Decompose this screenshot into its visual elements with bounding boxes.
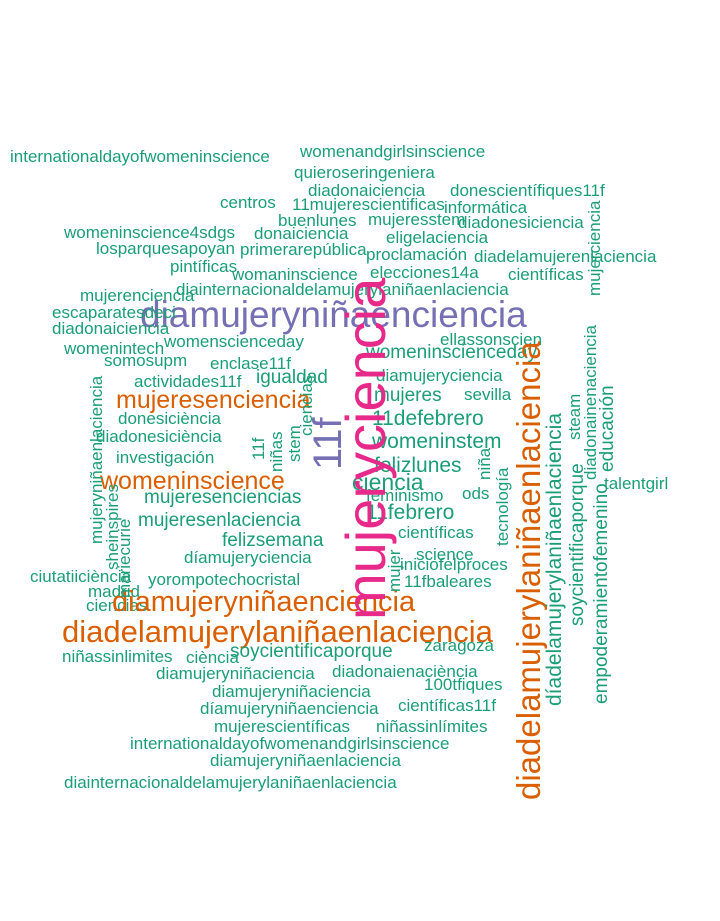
word: diadelamujerenlaciencia bbox=[474, 247, 657, 266]
word: diadonaienaciència bbox=[332, 662, 478, 681]
word: felizlunes bbox=[374, 454, 462, 477]
word: womenandgirlsinscience bbox=[300, 142, 486, 161]
word: 11febrero bbox=[366, 501, 455, 524]
word: díamujeryniñaenciencia bbox=[200, 699, 379, 718]
word: informática bbox=[444, 198, 528, 217]
word: díamujeryciencia bbox=[184, 548, 312, 567]
word: diadonaiciencia bbox=[52, 319, 170, 338]
word: internationaldayofwomeninscience bbox=[10, 147, 270, 166]
word: soycientificaporque bbox=[567, 463, 588, 626]
word: diamujeryciencia bbox=[376, 366, 503, 385]
word: igualdad bbox=[256, 367, 328, 388]
word: científicas bbox=[398, 523, 474, 542]
word: diadelamujerylaniñaenlaciencia bbox=[510, 341, 547, 800]
word: internationaldayofwomenandgirlsinscience bbox=[130, 734, 450, 753]
word: womeninstem bbox=[372, 430, 502, 453]
word: mujeres bbox=[374, 385, 442, 406]
word: diamujeryniñaciencia bbox=[156, 664, 315, 683]
word: ods bbox=[462, 484, 490, 503]
word: empoderamientofemenino bbox=[591, 483, 612, 704]
word: enclase11f bbox=[210, 354, 291, 373]
word: mujeresenciencias bbox=[144, 487, 302, 508]
word: 100tfiques bbox=[424, 675, 503, 694]
word: diamujeryniñaenciencia bbox=[140, 294, 527, 335]
word: diadonaiciencia bbox=[308, 181, 426, 200]
word: feminismo bbox=[366, 486, 444, 505]
word: buenlunes bbox=[278, 211, 357, 230]
word: losparquesapoyan bbox=[96, 239, 235, 258]
word: investigación bbox=[116, 448, 215, 467]
word: steam bbox=[565, 393, 584, 440]
word: donaiciencia bbox=[254, 224, 349, 243]
word: diainternacionaldelamujerylaniñaenlacien… bbox=[64, 773, 397, 792]
word: niñassinlímites bbox=[376, 717, 488, 736]
word: 11fbaleares bbox=[404, 572, 492, 591]
word: felizsemana bbox=[222, 530, 324, 551]
word: iniciofelproces bbox=[400, 555, 508, 574]
word: diadelamujerylaniñaenlaciencia bbox=[62, 614, 493, 649]
word: científicas bbox=[508, 265, 584, 284]
word: womeninscience bbox=[100, 467, 285, 495]
word: diadonesiciència bbox=[96, 427, 222, 446]
word: diamujeryniñaciencia bbox=[212, 682, 371, 701]
word: diamujeryniñaenciencia bbox=[112, 586, 416, 618]
word: mariecurie bbox=[115, 518, 134, 598]
word: actividades11f bbox=[134, 372, 242, 391]
word: 11mujerescientificas bbox=[292, 195, 445, 214]
word: diadonainenaciencia bbox=[581, 324, 600, 480]
word: mujer bbox=[385, 549, 404, 592]
word: 11defebrero bbox=[372, 407, 484, 430]
word: zaragoza bbox=[424, 636, 494, 655]
word: díadelamujerylaniñaenlaciencia bbox=[543, 412, 566, 706]
word: quieroseringeniera bbox=[294, 163, 435, 182]
word: escaparatesdeci bbox=[52, 303, 176, 322]
word: niñas bbox=[267, 431, 286, 472]
word: científicas11f bbox=[398, 696, 496, 715]
word: mujeresstem bbox=[368, 210, 466, 229]
word: mujerenciencia bbox=[80, 286, 195, 305]
word: eligelaciencia bbox=[386, 228, 489, 247]
word: primerarepública bbox=[240, 240, 367, 259]
word: ciencia bbox=[352, 469, 424, 495]
word: sevilla bbox=[464, 385, 512, 404]
word: ciencias bbox=[297, 374, 316, 436]
word: diamujeryniñaenlaciencia bbox=[210, 751, 401, 770]
word: niñassinlimites bbox=[62, 647, 173, 666]
word: ellassonscien bbox=[440, 330, 543, 349]
word: mujeresenciencia bbox=[116, 386, 311, 414]
word: diadonesiciencia bbox=[458, 213, 584, 232]
word: niña bbox=[475, 447, 494, 480]
word: elecciones14a bbox=[370, 263, 479, 282]
word: madrid bbox=[88, 582, 140, 601]
word: mujerescientíficas bbox=[214, 717, 351, 736]
word: diainternacionaldelamujerylaniñaenlacien… bbox=[176, 280, 509, 299]
word: proclamación bbox=[366, 245, 468, 264]
word: somosupm bbox=[104, 351, 188, 370]
word: womeninscienceday bbox=[366, 342, 538, 363]
word: pintíficas bbox=[170, 257, 238, 276]
word: tecnología bbox=[493, 467, 512, 546]
word: ciencias bbox=[86, 596, 148, 615]
word: womeninscience4sdgs bbox=[64, 223, 236, 242]
word: donesiciència bbox=[118, 409, 222, 428]
word: centros bbox=[220, 193, 276, 212]
word: 11f bbox=[249, 437, 268, 460]
word: womenscienceday bbox=[164, 332, 304, 351]
word: science bbox=[416, 545, 474, 564]
word: womaninscience bbox=[232, 265, 358, 284]
word: donescientífiques11f bbox=[450, 181, 605, 200]
word: yorompotechocristal bbox=[148, 570, 301, 589]
word: womenintech bbox=[64, 339, 165, 358]
word: ciutatiiciència bbox=[30, 567, 132, 586]
word: educación bbox=[597, 385, 618, 472]
word: mujeresenlaciencia bbox=[138, 510, 301, 531]
word: soycientificaporque bbox=[230, 641, 393, 662]
word: mujerciencia bbox=[585, 200, 604, 296]
word: talentgirl bbox=[604, 474, 669, 493]
word: ciència bbox=[186, 648, 239, 667]
